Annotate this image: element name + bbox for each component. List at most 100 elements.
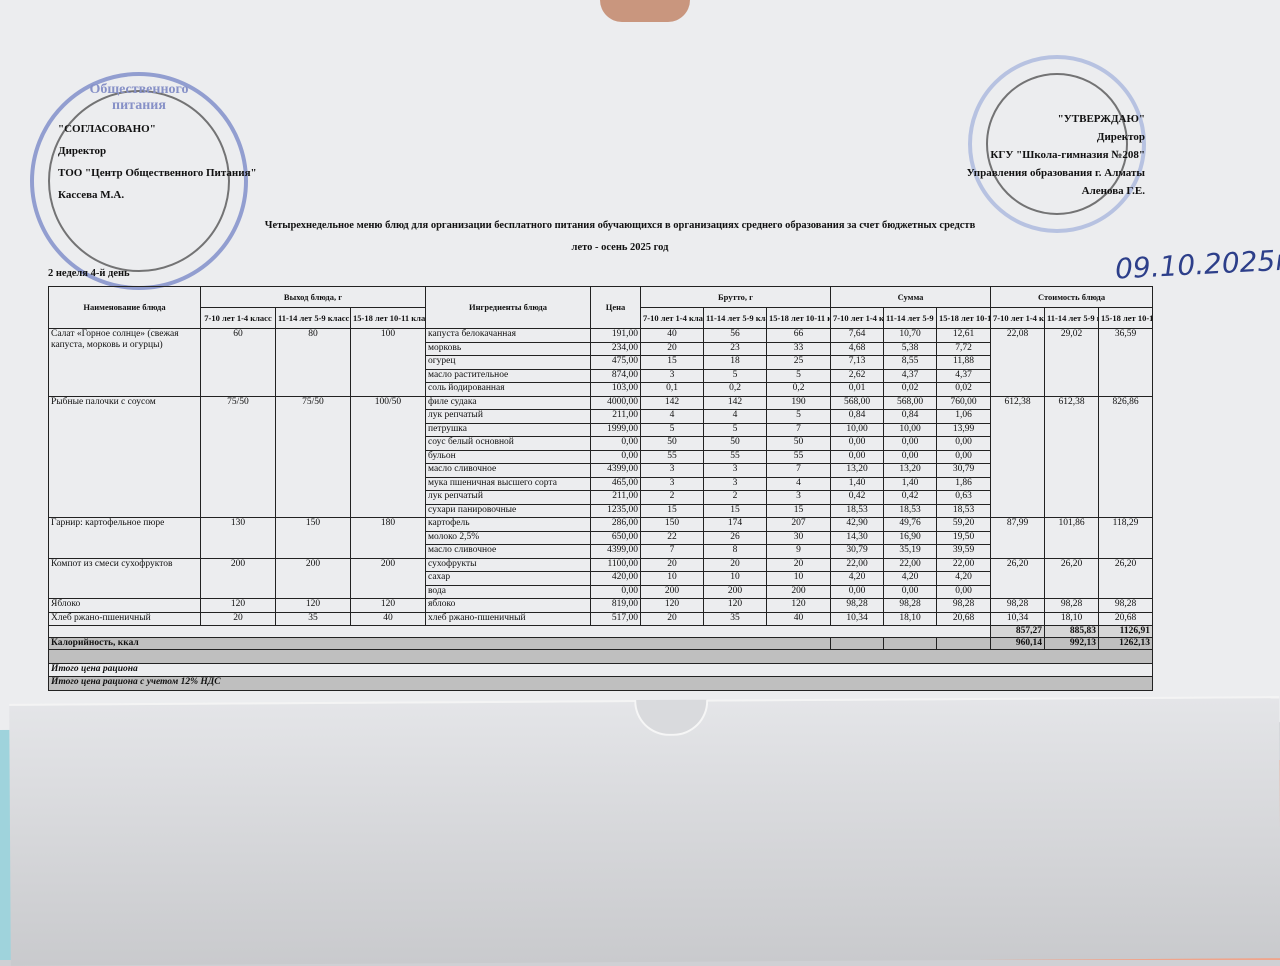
season-text: лето - осень 2025 год	[571, 242, 669, 253]
dish-cost: 22,08	[990, 328, 1046, 397]
header-ingredients: Ингредиенты блюда	[425, 286, 591, 329]
ingredient-brutto: 0,1	[640, 382, 704, 397]
approval-left-org: ТОО "Центр Общественного Питания"	[58, 167, 257, 179]
ingredient-price: 103,00	[590, 382, 641, 397]
ingredient-sum: 4,68	[830, 341, 885, 356]
ingredient-sum: 5,38	[883, 341, 938, 356]
stamp-left-text: Общественного питания	[89, 82, 189, 113]
ingredient-sum: 4,20	[936, 571, 992, 586]
document-title: Четырехнедельное меню блюд для организац…	[160, 215, 1080, 259]
ingredient-sum: 2,62	[830, 368, 885, 383]
ingredient-name: масло растительное	[425, 368, 591, 383]
table-row: лук репчатый 211,00 4 4 5 0,84 0,84 1,06	[49, 409, 1153, 424]
ingredient-brutto: 200	[703, 584, 767, 599]
approval-left-name: Кассева М.А.	[58, 189, 125, 201]
ingredient-price: 1999,00	[590, 422, 641, 437]
ingredient-sum: 1,06	[936, 409, 992, 424]
dish-name: Рыбные палочки с соусом	[48, 395, 201, 518]
ingredient-brutto: 8	[703, 544, 767, 559]
ingredient-name: мука пшеничная высшего сорта	[425, 476, 591, 491]
ingredient-price: 4399,00	[590, 463, 641, 478]
ingredient-brutto: 4	[765, 476, 832, 491]
ingredient-sum: 7,13	[830, 355, 885, 370]
ingredient-sum: 10,34	[830, 611, 885, 626]
ingredient-brutto: 3	[703, 476, 767, 491]
ingredient-price: 286,00	[590, 517, 641, 532]
ingredient-sum: 12,61	[936, 328, 992, 343]
ingredient-price: 4399,00	[590, 544, 641, 559]
header-age-group: 15-18 лет 10-11 класс	[936, 307, 992, 329]
calories-value: 1262,13	[1098, 637, 1154, 650]
dish-yield: 100	[350, 328, 426, 397]
ingredient-sum: 98,28	[936, 598, 992, 613]
dish-name: Салат «Горное солнце» (свежая капуста, м…	[48, 328, 201, 397]
ration-vat-label: Итого цена рациона с учетом 12% НДС	[47, 676, 1154, 691]
ingredient-brutto: 50	[765, 436, 832, 451]
ingredient-sum: 18,10	[883, 611, 938, 626]
dish-name: Яблоко	[48, 598, 201, 613]
ingredient-price: 819,00	[590, 598, 641, 613]
ingredient-sum: 760,00	[936, 395, 992, 410]
ingredient-name: картофель	[425, 517, 591, 532]
ingredient-name: вода	[425, 584, 591, 599]
ingredient-brutto: 30	[765, 530, 832, 545]
ingredient-price: 1235,00	[590, 503, 641, 518]
header-sum: Сумма	[830, 286, 992, 308]
ingredient-name: сухофрукты	[425, 557, 591, 572]
ingredient-sum: 35,19	[883, 544, 938, 559]
ingredient-brutto: 20	[765, 557, 832, 572]
approval-right-heading: "УТВЕРЖДАЮ"	[1057, 113, 1145, 125]
ingredient-brutto: 23	[703, 341, 767, 356]
ingredient-brutto: 22	[640, 530, 704, 545]
ingredient-brutto: 26	[703, 530, 767, 545]
header-age-group: 15-18 лет 10-11 класс	[1098, 307, 1154, 329]
ingredient-sum: 7,64	[830, 328, 885, 343]
ingredient-brutto: 4	[640, 409, 704, 424]
header-cost: Стоимость блюда	[990, 286, 1154, 308]
ingredient-brutto: 3	[765, 490, 832, 505]
dish-yield: 130	[200, 517, 276, 559]
finger	[600, 0, 690, 22]
ingredient-brutto: 50	[703, 436, 767, 451]
dish-yield: 180	[350, 517, 426, 559]
dish-yield: 200	[275, 557, 351, 599]
dish-cost: 29,02	[1044, 328, 1100, 397]
ingredient-brutto: 0,2	[765, 382, 832, 397]
ingredient-brutto: 9	[765, 544, 832, 559]
ingredient-brutto: 5	[765, 409, 832, 424]
ingredient-sum: 4,37	[936, 368, 992, 383]
ingredient-brutto: 0,2	[703, 382, 767, 397]
header-age-group: 7-10 лет 1-4 класс	[990, 307, 1046, 329]
ingredient-brutto: 50	[640, 436, 704, 451]
spacer-row	[47, 649, 1154, 664]
dish-yield: 120	[350, 598, 426, 613]
ingredient-name: филе судака	[425, 395, 591, 410]
table-row: лук репчатый 211,00 2 2 3 0,42 0,42 0,63	[49, 490, 1153, 505]
ingredient-sum: 0,42	[883, 490, 938, 505]
ingredient-brutto: 5	[765, 368, 832, 383]
ingredient-sum: 30,79	[936, 463, 992, 478]
ingredient-sum: 0,42	[830, 490, 885, 505]
ingredient-sum: 10,70	[883, 328, 938, 343]
ingredient-price: 191,00	[590, 328, 641, 343]
ingredient-sum: 0,00	[830, 584, 885, 599]
header-brutto: Брутто, г	[639, 286, 832, 308]
ingredient-brutto: 3	[640, 368, 704, 383]
calories-spacer	[883, 637, 938, 650]
table-row: Яблоко 120 120 120 яблоко 819,00 120 120 120 98,2…	[48, 598, 1154, 613]
ingredient-brutto: 142	[703, 395, 767, 410]
approval-left: "СОГЛАСОВАНО" Директор ТОО "Центр Общест…	[58, 118, 257, 206]
table-row: бульон 0,00 55 55 55 0,00 0,00 0,00	[49, 449, 1153, 464]
ingredient-name: соль йодированная	[425, 382, 591, 397]
ingredient-sum: 30,79	[830, 544, 885, 559]
ingredient-sum: 0,02	[883, 382, 938, 397]
ingredient-sum: 98,28	[830, 598, 885, 613]
ingredient-price: 0,00	[590, 584, 641, 599]
table-row: масло сливочное 4399,00 7 8 9 30,79 35,19 39,59	[49, 544, 1153, 559]
dish-cost: 98,28	[1098, 598, 1154, 613]
table-row: Компот из смеси сухофруктов 200 200 200 сухо…	[48, 557, 1154, 599]
ingredient-sum: 0,84	[830, 409, 885, 424]
calories-label: Калорийность, ккал	[47, 637, 832, 650]
dish-cost: 101,86	[1044, 517, 1100, 559]
dish-cost: 20,68	[1098, 611, 1154, 626]
